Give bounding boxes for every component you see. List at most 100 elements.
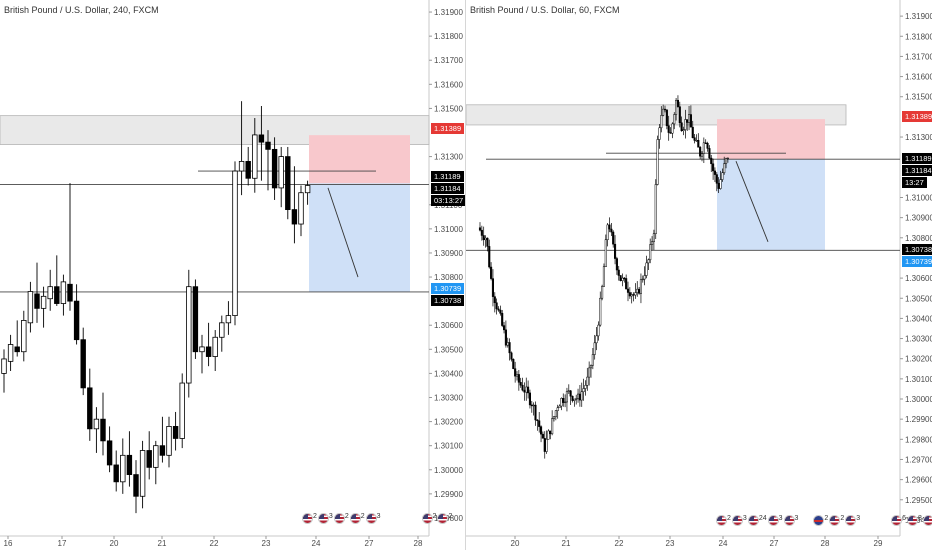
economic-event-marker[interactable]: 3 (845, 515, 860, 526)
price-axis-label: 1.31300 (905, 133, 932, 142)
candle-body (564, 401, 567, 404)
candle-body (534, 404, 537, 421)
economic-events-bar[interactable]: 2 3 2 2 3 2 2 (302, 513, 452, 524)
price-axis-label: 1.30500 (434, 345, 463, 354)
economic-event-marker[interactable]: 2 (302, 513, 317, 524)
economic-event-marker[interactable]: 2 (421, 513, 436, 524)
price-axis-label: 1.30800 (905, 234, 932, 243)
candle-body (565, 391, 569, 403)
candle-body (14, 346, 20, 353)
candle-body (482, 235, 485, 241)
candle-body (530, 404, 533, 407)
time-axis-label: 17 (58, 539, 67, 548)
candle-body (723, 163, 726, 173)
candle-body (480, 229, 483, 236)
economic-event-marker[interactable]: 6 (891, 515, 906, 526)
chart-panel-right[interactable]: 1.31900 1.31800 1.31700 1.31600 1.31500 1.313… (466, 0, 932, 550)
candle-body (258, 134, 265, 143)
candle-body (232, 170, 238, 316)
candle-body (593, 342, 596, 355)
last-price-tag: 1.31184 (902, 165, 932, 176)
candle-body (676, 99, 679, 107)
economic-event-marker[interactable]: 24 (747, 515, 767, 526)
price-axis-label: 1.29900 (905, 415, 932, 424)
economic-event-marker[interactable]: 2 (716, 515, 731, 526)
price-axis-label: 1.29500 (905, 496, 932, 505)
event-count: 3 (856, 515, 861, 522)
candle-body (521, 384, 524, 391)
candle-body (47, 286, 53, 300)
candle-body (630, 294, 633, 297)
candle-body (673, 114, 676, 125)
chart-panel-left[interactable]: 1.31900 1.31800 1.31700 1.31600 1.31500 1.313… (0, 0, 466, 550)
economic-event-marker[interactable]: 8 (907, 515, 922, 526)
candle-body (503, 325, 506, 331)
event-count: 8 (918, 515, 922, 522)
price-axis-label: 1.31600 (434, 80, 463, 89)
candle-body (656, 139, 659, 185)
price-axis-label: 1.30300 (434, 394, 463, 403)
us-flag-icon (365, 513, 377, 524)
economic-event-marker[interactable]: 2 (813, 515, 828, 526)
candle-body (697, 140, 700, 148)
candle-body (510, 352, 513, 360)
candle-countdown-tag: 03:13:27 (431, 195, 466, 206)
candle-body (87, 387, 93, 430)
panel-divider[interactable] (465, 0, 466, 550)
candle-body (501, 313, 504, 326)
candle-body (495, 302, 498, 310)
event-count: 3 (794, 515, 799, 522)
uk-flag-icon (813, 515, 825, 526)
candle-body (491, 278, 494, 297)
candle-body (691, 126, 694, 138)
economic-event-marker[interactable]: 2 (829, 515, 844, 526)
economic-event-marker[interactable]: 2 (333, 513, 349, 524)
candle-body (291, 209, 298, 225)
candle-body (545, 438, 548, 452)
time-axis-label: 29 (874, 539, 883, 548)
candle-body (27, 291, 34, 324)
economic-event-marker[interactable]: 3 (767, 515, 783, 526)
candle-body (621, 277, 624, 281)
candle-body (506, 342, 509, 346)
candle-body (567, 390, 570, 392)
economic-event-marker[interactable]: 3 (365, 513, 381, 524)
price-axis-label: 1.31800 (905, 32, 932, 41)
candle-body (617, 269, 620, 276)
economic-event-marker[interactable]: 3 (317, 513, 333, 524)
economic-event-marker[interactable]: 3 (783, 515, 799, 526)
candle-body (146, 450, 152, 468)
price-chart-4h[interactable]: 1.31900 1.31800 1.31700 1.31600 1.31500 1.313… (0, 0, 466, 550)
candle-body (265, 141, 271, 150)
candle-body (626, 288, 630, 293)
price-axis-label: 1.30400 (434, 369, 463, 378)
candle-body (541, 433, 544, 439)
candle-body (493, 296, 496, 304)
candle-body (486, 237, 489, 247)
candle-body (682, 129, 685, 132)
candle-body (60, 281, 67, 304)
candle-body (638, 288, 641, 294)
candle-body (669, 132, 672, 134)
candle-body (660, 115, 663, 129)
price-chart-1h[interactable]: 1.31900 1.31800 1.31700 1.31600 1.31500 1.313… (466, 0, 932, 550)
economic-event-marker[interactable]: 2 (349, 513, 365, 524)
economic-event-marker[interactable]: 3 (731, 515, 747, 526)
candle-body (205, 346, 212, 357)
candle-body (278, 156, 284, 189)
candle-body (695, 140, 698, 142)
entry-price-tag: 1.31189 (902, 153, 932, 164)
economic-event-marker[interactable]: 2 (437, 513, 452, 524)
candle-body (514, 368, 517, 377)
candle-body (721, 172, 724, 180)
price-axis-label: 1.30600 (905, 274, 932, 283)
price-axis-label: 1.30600 (434, 321, 463, 330)
economic-event-marker[interactable]: 4 (922, 515, 932, 526)
candle-countdown-tag: 13:27 (902, 177, 927, 188)
us-flag-icon (333, 513, 345, 524)
take-profit-zone (309, 183, 410, 292)
candle-body (675, 99, 678, 115)
event-count: 2 (840, 515, 845, 522)
time-axis-label: 20 (511, 539, 520, 548)
economic-events-bar[interactable]: 2 3 24 3 3 2 2 3 6 84 (716, 515, 932, 526)
